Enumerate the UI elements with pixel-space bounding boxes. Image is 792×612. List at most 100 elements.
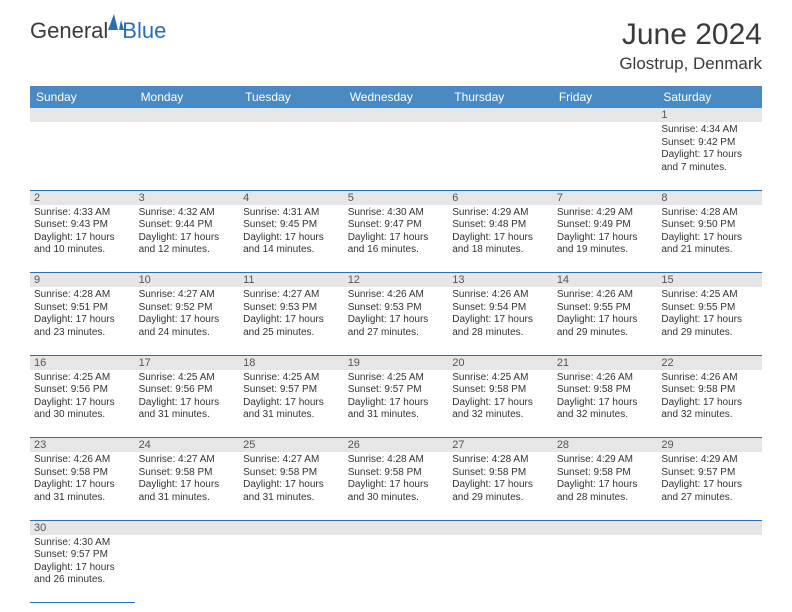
day-number <box>448 520 553 535</box>
sunset-text: Sunset: 9:49 PM <box>557 219 654 232</box>
day-number-row: 16171819202122 <box>30 355 762 370</box>
sunset-text: Sunset: 9:58 PM <box>661 384 758 397</box>
day-cell: Sunrise: 4:26 AMSunset: 9:58 PMDaylight:… <box>30 452 135 520</box>
daylight-text: Daylight: 17 hours and 31 minutes. <box>139 397 236 422</box>
sunrise-text: Sunrise: 4:34 AM <box>661 124 758 137</box>
sunrise-text: Sunrise: 4:30 AM <box>34 537 131 550</box>
day-number <box>448 108 553 122</box>
sunset-text: Sunset: 9:55 PM <box>661 302 758 315</box>
daylight-text: Daylight: 17 hours and 16 minutes. <box>348 232 445 257</box>
day-cell: Sunrise: 4:28 AMSunset: 9:58 PMDaylight:… <box>448 452 553 520</box>
sunrise-text: Sunrise: 4:26 AM <box>34 454 131 467</box>
sunrise-text: Sunrise: 4:33 AM <box>34 207 131 220</box>
logo: General Blue <box>30 18 166 44</box>
day-number: 27 <box>448 438 553 453</box>
logo-text-blue: Blue <box>122 18 166 44</box>
daylight-text: Daylight: 17 hours and 25 minutes. <box>243 314 340 339</box>
sunrise-text: Sunrise: 4:29 AM <box>661 454 758 467</box>
sunset-text: Sunset: 9:50 PM <box>661 219 758 232</box>
daylight-text: Daylight: 17 hours and 7 minutes. <box>661 149 758 174</box>
sunset-text: Sunset: 9:48 PM <box>452 219 549 232</box>
day-cell: Sunrise: 4:29 AMSunset: 9:49 PMDaylight:… <box>553 205 658 273</box>
day-number: 7 <box>553 190 658 205</box>
day-number <box>239 108 344 122</box>
day-cell <box>553 535 658 603</box>
sunset-text: Sunset: 9:57 PM <box>348 384 445 397</box>
day-cell: Sunrise: 4:27 AMSunset: 9:58 PMDaylight:… <box>239 452 344 520</box>
day-number <box>135 520 240 535</box>
sunset-text: Sunset: 9:43 PM <box>34 219 131 232</box>
sunrise-text: Sunrise: 4:25 AM <box>452 372 549 385</box>
day-cell: Sunrise: 4:26 AMSunset: 9:53 PMDaylight:… <box>344 287 449 355</box>
day-cell <box>657 535 762 603</box>
week-row: Sunrise: 4:26 AMSunset: 9:58 PMDaylight:… <box>30 452 762 520</box>
day-cell <box>30 122 135 190</box>
daylight-text: Daylight: 17 hours and 31 minutes. <box>243 397 340 422</box>
day-header: Monday <box>135 86 240 108</box>
sunset-text: Sunset: 9:58 PM <box>139 467 236 480</box>
sunset-text: Sunset: 9:53 PM <box>243 302 340 315</box>
day-header: Tuesday <box>239 86 344 108</box>
sunrise-text: Sunrise: 4:29 AM <box>557 207 654 220</box>
daylight-text: Daylight: 17 hours and 27 minutes. <box>348 314 445 339</box>
day-number: 15 <box>657 273 762 288</box>
daylight-text: Daylight: 17 hours and 14 minutes. <box>243 232 340 257</box>
sunrise-text: Sunrise: 4:27 AM <box>139 289 236 302</box>
sunrise-text: Sunrise: 4:27 AM <box>139 454 236 467</box>
day-number: 13 <box>448 273 553 288</box>
day-number-row: 23242526272829 <box>30 438 762 453</box>
sunrise-text: Sunrise: 4:25 AM <box>243 372 340 385</box>
day-cell <box>448 122 553 190</box>
sunset-text: Sunset: 9:58 PM <box>557 467 654 480</box>
daylight-text: Daylight: 17 hours and 32 minutes. <box>452 397 549 422</box>
sunrise-text: Sunrise: 4:25 AM <box>34 372 131 385</box>
daylight-text: Daylight: 17 hours and 31 minutes. <box>243 479 340 504</box>
sunset-text: Sunset: 9:57 PM <box>661 467 758 480</box>
daylight-text: Daylight: 17 hours and 10 minutes. <box>34 232 131 257</box>
day-cell <box>344 535 449 603</box>
daylight-text: Daylight: 17 hours and 28 minutes. <box>452 314 549 339</box>
sunrise-text: Sunrise: 4:32 AM <box>139 207 236 220</box>
sunset-text: Sunset: 9:58 PM <box>452 467 549 480</box>
sunrise-text: Sunrise: 4:29 AM <box>452 207 549 220</box>
day-cell: Sunrise: 4:33 AMSunset: 9:43 PMDaylight:… <box>30 205 135 273</box>
sunrise-text: Sunrise: 4:26 AM <box>557 372 654 385</box>
day-cell <box>239 122 344 190</box>
day-number: 20 <box>448 355 553 370</box>
day-cell <box>553 122 658 190</box>
sunrise-text: Sunrise: 4:25 AM <box>661 289 758 302</box>
sunrise-text: Sunrise: 4:27 AM <box>243 289 340 302</box>
day-cell: Sunrise: 4:28 AMSunset: 9:58 PMDaylight:… <box>344 452 449 520</box>
day-number-row: 30 <box>30 520 762 535</box>
day-cell: Sunrise: 4:31 AMSunset: 9:45 PMDaylight:… <box>239 205 344 273</box>
daylight-text: Daylight: 17 hours and 32 minutes. <box>661 397 758 422</box>
day-cell: Sunrise: 4:25 AMSunset: 9:56 PMDaylight:… <box>30 370 135 438</box>
day-cell <box>135 535 240 603</box>
sunset-text: Sunset: 9:57 PM <box>243 384 340 397</box>
title-block: June 2024 Glostrup, Denmark <box>619 18 762 74</box>
sunrise-text: Sunrise: 4:28 AM <box>348 454 445 467</box>
day-number: 14 <box>553 273 658 288</box>
day-number: 4 <box>239 190 344 205</box>
sunset-text: Sunset: 9:58 PM <box>452 384 549 397</box>
day-cell: Sunrise: 4:32 AMSunset: 9:44 PMDaylight:… <box>135 205 240 273</box>
daylight-text: Daylight: 17 hours and 18 minutes. <box>452 232 549 257</box>
sunset-text: Sunset: 9:57 PM <box>34 549 131 562</box>
daylight-text: Daylight: 17 hours and 30 minutes. <box>348 479 445 504</box>
day-cell <box>344 122 449 190</box>
daylight-text: Daylight: 17 hours and 29 minutes. <box>452 479 549 504</box>
day-number <box>553 108 658 122</box>
day-cell <box>135 122 240 190</box>
day-cell: Sunrise: 4:26 AMSunset: 9:54 PMDaylight:… <box>448 287 553 355</box>
day-number: 6 <box>448 190 553 205</box>
sunrise-text: Sunrise: 4:28 AM <box>452 454 549 467</box>
sunrise-text: Sunrise: 4:30 AM <box>348 207 445 220</box>
sunset-text: Sunset: 9:47 PM <box>348 219 445 232</box>
sunset-text: Sunset: 9:44 PM <box>139 219 236 232</box>
day-cell: Sunrise: 4:27 AMSunset: 9:53 PMDaylight:… <box>239 287 344 355</box>
week-row: Sunrise: 4:33 AMSunset: 9:43 PMDaylight:… <box>30 205 762 273</box>
daylight-text: Daylight: 17 hours and 27 minutes. <box>661 479 758 504</box>
daylight-text: Daylight: 17 hours and 29 minutes. <box>661 314 758 339</box>
sunset-text: Sunset: 9:58 PM <box>243 467 340 480</box>
day-number <box>657 520 762 535</box>
